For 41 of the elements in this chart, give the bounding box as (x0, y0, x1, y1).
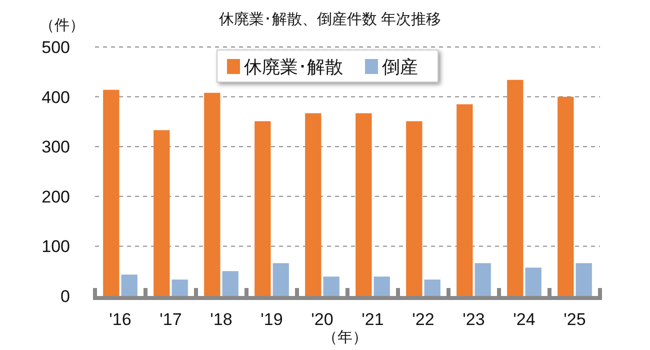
x-tick-label: '24 (513, 310, 536, 329)
bar (456, 104, 473, 296)
bar (507, 80, 524, 296)
bar (305, 113, 322, 296)
y-axis-title: （件） (40, 17, 84, 34)
x-tick-label: '22 (412, 310, 434, 329)
y-tick-label: 400 (42, 88, 70, 107)
bar (121, 274, 138, 296)
bar (558, 96, 574, 296)
x-tick-label: '20 (311, 310, 334, 329)
x-tick-label: '19 (260, 310, 283, 329)
bar (254, 121, 271, 296)
y-tick-label: 0 (60, 287, 70, 306)
bar (103, 90, 120, 296)
bar (424, 280, 440, 296)
bar (323, 276, 340, 296)
x-tick-label: '17 (160, 310, 182, 329)
bar (172, 280, 188, 296)
x-axis-title: （年） (322, 329, 368, 346)
legend-label: 倒産 (382, 57, 418, 77)
x-tick-label: '21 (362, 310, 384, 329)
bar (154, 130, 170, 296)
chart-title: 休廃業･解散、倒産件数 年次推移 (218, 11, 442, 28)
bar (222, 271, 238, 296)
x-tick-label: '23 (462, 310, 485, 329)
bar (576, 263, 592, 296)
x-tick-label: '25 (564, 310, 586, 329)
x-tick-label: '18 (210, 310, 232, 329)
legend-label: 休廃業･解散 (244, 57, 343, 77)
x-tick-label: '16 (109, 310, 132, 329)
bar (525, 268, 542, 296)
y-tick-label: 200 (42, 187, 70, 206)
bar (406, 121, 422, 296)
bar (374, 276, 390, 296)
bar (356, 113, 372, 296)
y-tick-label: 300 (42, 138, 70, 157)
bar (204, 92, 220, 296)
bar (272, 263, 289, 296)
y-tick-label: 100 (42, 237, 70, 256)
bar (474, 263, 491, 296)
y-tick-label: 500 (42, 38, 70, 57)
